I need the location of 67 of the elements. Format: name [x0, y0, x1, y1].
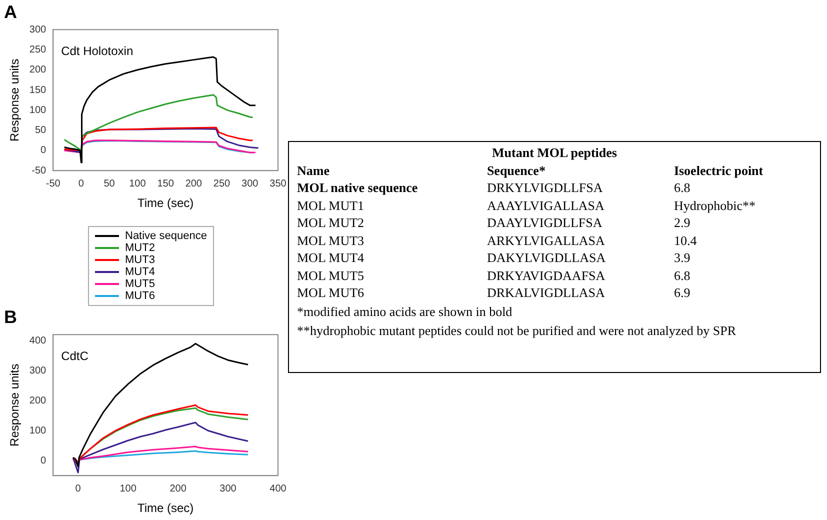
text: **hydrophobic mutant peptides could not be purified and were not analyzed by SPR [296, 322, 738, 340]
text: 6.9 [672, 284, 692, 302]
text: MOL native sequence [296, 179, 419, 196]
y-tick-label: 0 [40, 145, 47, 156]
y-tick-label: 150 [29, 84, 47, 96]
y-tick-label: 200 [29, 395, 47, 406]
x-tick-label: 50 [104, 178, 116, 190]
legend-label: MUT4 [124, 266, 156, 278]
x-tick-label: 100 [129, 178, 146, 190]
text: *modified amino acids are shown in bold [296, 302, 514, 320]
x-tick-label: 0 [78, 178, 84, 190]
x-tick-label: 0 [75, 483, 82, 494]
y-tick-label: -50 [32, 165, 47, 176]
text: Hydrophobic** [672, 196, 757, 214]
legend-label: MUT2 [124, 242, 156, 254]
chart-title: A [4, 2, 17, 22]
x-tick-label: 400 [270, 483, 287, 494]
y-tick-label: 250 [29, 44, 47, 56]
text: MOL MUT5 [296, 266, 366, 284]
text: MOL MUT2 [296, 214, 366, 232]
text: Name [296, 162, 330, 179]
x-tick-label: 350 [270, 178, 287, 190]
text: DAKYLVIGDLLASA [486, 249, 607, 266]
y-tick-label: 300 [29, 24, 47, 36]
text: 3.9 [672, 249, 692, 266]
text: ARKYLVIGALLASA [486, 232, 606, 249]
text: Isoelectric point [672, 162, 764, 179]
text: DRKALVIGDLLASA [486, 284, 606, 302]
y-tick-label: 400 [29, 335, 47, 346]
annotation: Cdt Holotoxin [61, 44, 134, 58]
y-tick-label: 100 [29, 425, 47, 436]
y-tick-label: 50 [34, 125, 47, 136]
legend-label: MUT3 [124, 254, 156, 266]
text: 6.8 [672, 266, 692, 284]
text: Sequence* [486, 162, 546, 179]
x-tick-label: 200 [185, 178, 202, 190]
y-tick-label: 300 [29, 365, 47, 376]
y-axis-title: Response units [8, 58, 22, 142]
y-axis-title: Response units [8, 364, 22, 446]
y-tick-label: 100 [29, 104, 47, 116]
text: AAAYLVIGALLASA [486, 196, 606, 214]
text: MOL MUT3 [296, 232, 366, 249]
x-tick-label: 200 [170, 483, 187, 494]
text: MOL MUT1 [296, 196, 366, 214]
x-tick-label: 300 [220, 483, 237, 494]
text: 6.8 [672, 179, 692, 196]
legend-label: MUT6 [124, 290, 156, 302]
chart-title: B [4, 306, 17, 327]
text: MOL MUT4 [296, 249, 366, 266]
annotation: CdtC [61, 348, 89, 363]
text: DAAYLVIGDLLFSA [486, 214, 604, 232]
x-tick-label: 250 [213, 178, 231, 190]
text: MOL MUT6 [296, 284, 366, 302]
x-tick-label: 300 [242, 178, 259, 190]
text: 10.4 [672, 232, 698, 249]
x-tick-label: 100 [120, 483, 137, 494]
legend-label: MUT5 [124, 278, 156, 290]
text: 2.9 [672, 214, 692, 232]
x-axis-title: Time (sec) [137, 196, 194, 210]
text: DRKYLVIGDLLFSA [486, 179, 604, 196]
x-axis-title: Time (sec) [137, 501, 194, 516]
text: Mutant MOL peptides [491, 144, 618, 162]
legend-label: Native sequence [124, 230, 207, 242]
x-tick-label: 150 [157, 178, 174, 190]
text: DRKYAVIGDAAFSA [486, 266, 606, 284]
y-tick-label: 200 [29, 64, 47, 76]
y-tick-label: 0 [40, 455, 47, 466]
